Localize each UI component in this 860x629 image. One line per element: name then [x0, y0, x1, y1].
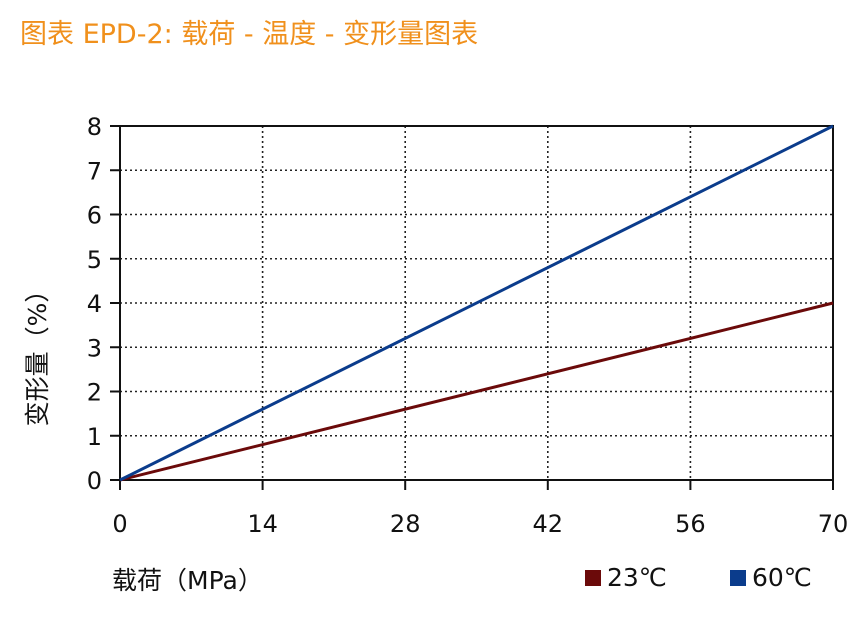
- x-axis-ticks: 0 14 28 42 56 70: [112, 480, 848, 538]
- y-axis-label: 变形量（%）: [23, 278, 52, 427]
- x-axis-label: 载荷（MPa）: [112, 566, 263, 595]
- x-tick-label-56: 56: [675, 510, 706, 538]
- series-line-1: [119, 124, 834, 482]
- y-tick-label-2: 2: [87, 379, 102, 407]
- y-tick-label-3: 3: [87, 334, 102, 362]
- series-lines: [119, 124, 834, 482]
- y-tick-label-7: 7: [87, 157, 102, 185]
- y-tick-label-1: 1: [87, 423, 102, 451]
- x-tick-label-28: 28: [390, 510, 421, 538]
- legend-item-60c: 60℃: [730, 563, 812, 592]
- y-tick-label-4: 4: [87, 290, 102, 318]
- x-tick-label-14: 14: [247, 510, 278, 538]
- series-line-0: [119, 301, 834, 482]
- x-tick-label-42: 42: [533, 510, 564, 538]
- y-tick-label-0: 0: [87, 467, 102, 495]
- y-tick-label-6: 6: [87, 202, 102, 230]
- y-tick-label-5: 5: [87, 246, 102, 274]
- legend-swatch-60c: [730, 569, 746, 586]
- x-tick-label-70: 70: [818, 510, 849, 538]
- legend-label-23c: 23℃: [607, 563, 667, 592]
- legend-item-23c: 23℃: [585, 563, 667, 592]
- x-tick-label-0: 0: [112, 510, 127, 538]
- y-axis-ticks: 0 1 2 3 4 5 6 7 8: [87, 113, 120, 495]
- page-title: 图表 EPD-2: 载荷 - 温度 - 变形量图表: [20, 19, 479, 50]
- legend-swatch-23c: [585, 569, 601, 586]
- y-tick-label-8: 8: [87, 113, 102, 141]
- legend-label-60c: 60℃: [752, 563, 812, 592]
